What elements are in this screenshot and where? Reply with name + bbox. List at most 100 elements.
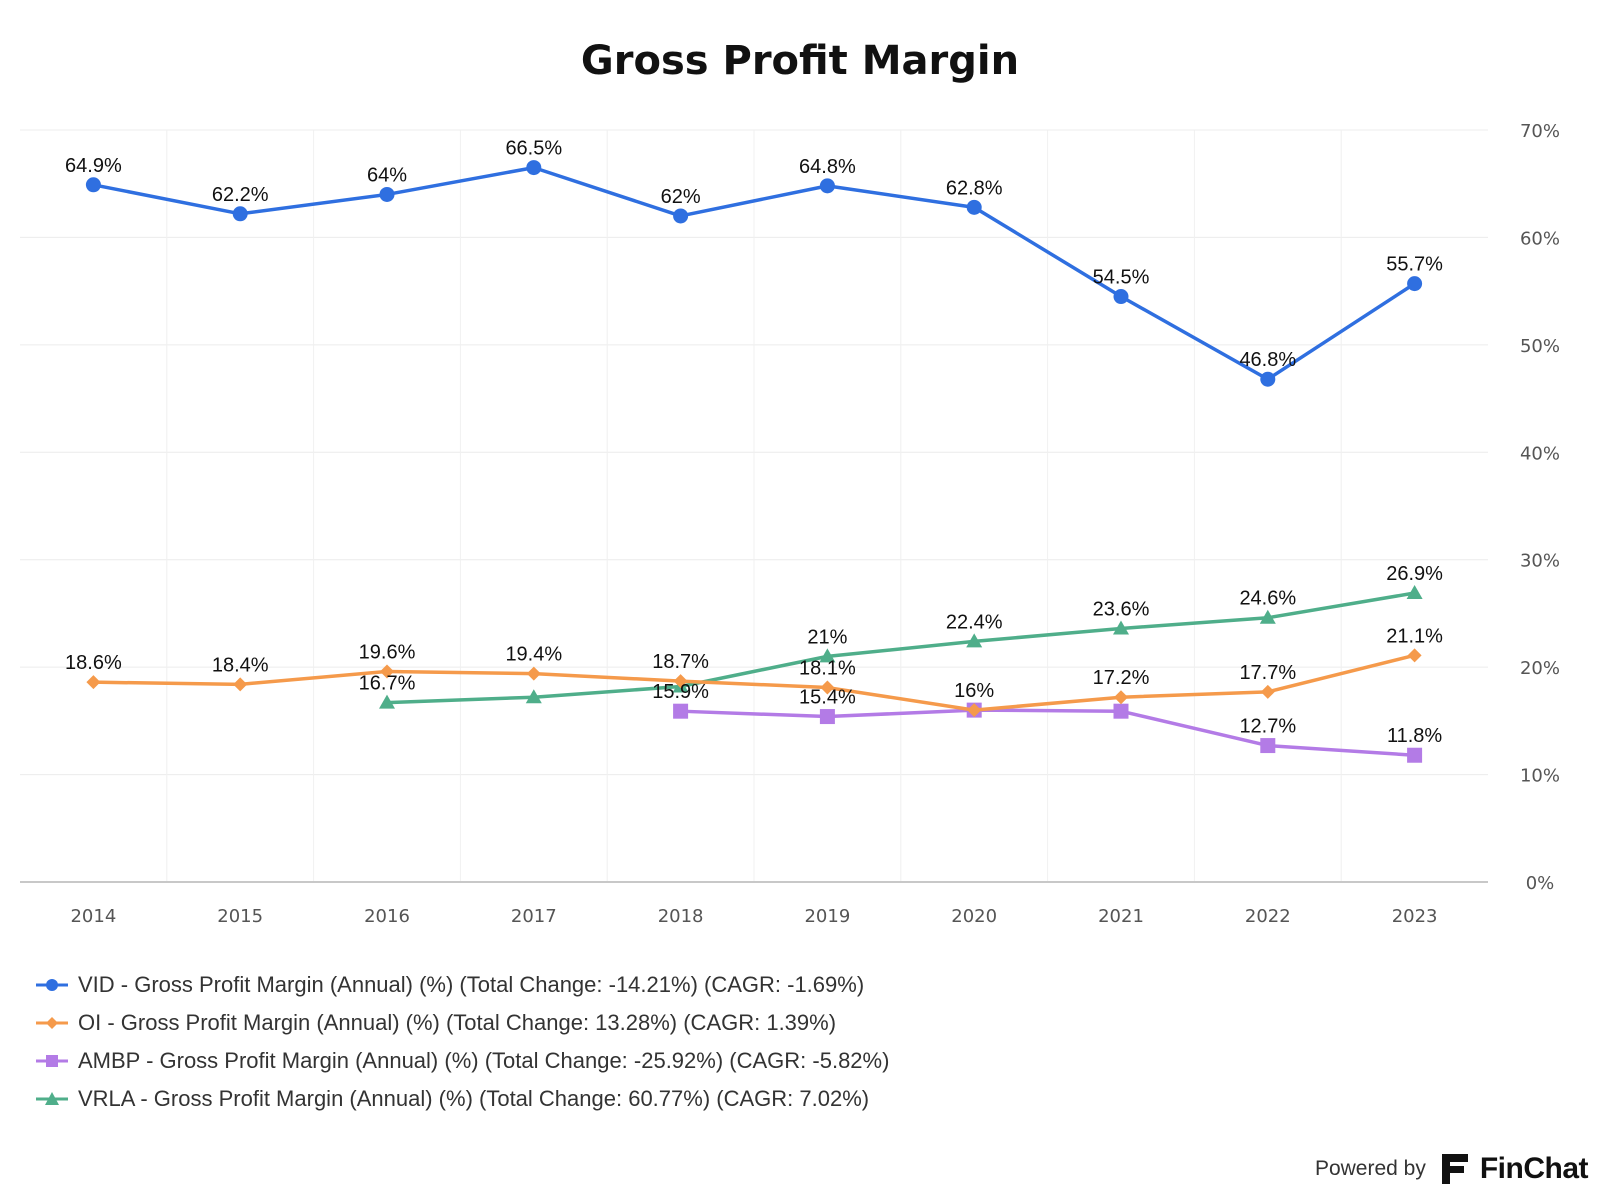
data-point[interactable] [819, 178, 835, 194]
data-label: 16.7% [359, 673, 416, 695]
legend-item-vid[interactable]: VID - Gross Profit Margin (Annual) (%) (… [36, 966, 889, 1004]
data-label: 21% [807, 626, 847, 648]
data-point[interactable] [673, 208, 689, 224]
legend-marker-diamond [36, 1017, 68, 1029]
data-label: 18.1% [799, 658, 856, 680]
data-point[interactable] [526, 666, 541, 681]
data-point[interactable] [379, 694, 395, 709]
x-tick-label: 2020 [951, 906, 997, 927]
y-tick-label: 30% [1520, 551, 1560, 572]
data-label: 64% [367, 164, 407, 186]
data-point[interactable] [85, 177, 101, 193]
legend-marker-triangle [36, 1092, 68, 1105]
data-label: 11.8% [1387, 725, 1442, 747]
finchat-logo-icon [1441, 1154, 1468, 1184]
legend-item-ambp[interactable]: AMBP - Gross Profit Margin (Annual) (%) … [36, 1042, 889, 1080]
data-label: 26.9% [1386, 563, 1443, 585]
data-point[interactable] [673, 674, 688, 689]
data-label: 15.4% [799, 687, 856, 709]
data-label: 18.7% [652, 651, 709, 673]
data-point[interactable] [967, 703, 982, 718]
data-label: 46.8% [1239, 349, 1296, 371]
data-label: 16% [954, 680, 994, 702]
chart-title: Gross Profit Margin [580, 38, 1020, 84]
y-tick-label: 20% [1520, 658, 1560, 679]
data-point[interactable] [1406, 585, 1423, 600]
legend-label: AMBP - Gross Profit Margin (Annual) (%) … [78, 1048, 890, 1073]
data-label: 22.4% [946, 611, 1003, 633]
x-tick-label: 2021 [1098, 906, 1144, 927]
data-point[interactable] [1260, 738, 1276, 754]
data-label: 17.2% [1093, 667, 1150, 689]
data-label: 66.5% [505, 138, 562, 160]
data-point[interactable] [966, 199, 982, 215]
data-point[interactable] [966, 633, 983, 648]
series-line [386, 591, 1415, 705]
legend-label: VID - Gross Profit Margin (Annual) (%) (… [78, 972, 865, 997]
series [85, 160, 1423, 763]
data-point[interactable] [1114, 690, 1128, 705]
x-tick-label: 2019 [804, 906, 850, 927]
y-tick-label: 40% [1520, 443, 1560, 464]
data-point[interactable] [86, 675, 101, 690]
data-label: 62.8% [946, 177, 1003, 199]
data-point[interactable] [1407, 747, 1423, 763]
x-tick-label: 2017 [511, 906, 557, 927]
y-tick-label: 0% [1526, 873, 1555, 894]
data-label: 64.8% [799, 156, 856, 178]
data-point[interactable] [1113, 289, 1129, 305]
legend: VID - Gross Profit Margin (Annual) (%) (… [36, 966, 889, 1118]
data-point[interactable] [1260, 371, 1276, 387]
data-point[interactable] [1407, 648, 1422, 663]
x-tick-label: 2022 [1245, 906, 1291, 927]
finchat-brand[interactable]: FinChat [1479, 1152, 1589, 1185]
data-point[interactable] [233, 677, 248, 692]
y-tick-label: 70% [1520, 121, 1560, 142]
data-point[interactable] [1259, 609, 1276, 624]
data-point[interactable] [232, 206, 248, 222]
legend-label: OI - Gross Profit Margin (Annual) (%) (T… [78, 1010, 837, 1035]
powered-by-text: Powered by [1314, 1157, 1426, 1180]
data-point[interactable] [819, 709, 835, 725]
series-line [93, 653, 1416, 712]
data-point[interactable] [819, 648, 836, 663]
grid [20, 129, 1488, 882]
y-tick-label: 50% [1520, 336, 1560, 357]
data-label: 62.2% [212, 184, 269, 206]
legend-marker-square [36, 1055, 68, 1067]
data-point[interactable] [1407, 276, 1423, 292]
y-tick-label: 60% [1520, 228, 1560, 249]
series-line [93, 165, 1416, 381]
data-label: 54.5% [1093, 267, 1150, 289]
data-label: 21.1% [1386, 625, 1443, 647]
data-label: 18.4% [212, 654, 269, 676]
y-tick-label: 10% [1520, 766, 1560, 787]
data-point[interactable] [1260, 684, 1275, 699]
legend-marker-circle [36, 979, 68, 991]
data-label: 17.7% [1239, 662, 1296, 684]
data-point[interactable] [380, 664, 394, 679]
data-label: 23.6% [1093, 598, 1150, 620]
data-label: 62% [661, 186, 701, 208]
data-point[interactable] [526, 160, 542, 176]
data-point[interactable] [379, 186, 395, 202]
data-label: 55.7% [1386, 254, 1443, 276]
data-point[interactable] [820, 680, 835, 695]
x-tick-label: 2014 [70, 906, 116, 927]
data-point[interactable] [673, 703, 689, 719]
data-point[interactable] [1113, 620, 1129, 635]
data-point[interactable] [1113, 703, 1129, 719]
data-point[interactable] [525, 689, 542, 704]
series-line [680, 708, 1415, 757]
x-tick-label: 2023 [1392, 906, 1438, 927]
data-label: 24.6% [1239, 588, 1296, 610]
x-tick-label: 2016 [364, 906, 410, 927]
legend-label: VRLA - Gross Profit Margin (Annual) (%) … [78, 1086, 870, 1111]
legend-item-oi[interactable]: OI - Gross Profit Margin (Annual) (%) (T… [36, 1004, 889, 1042]
axes: 0% 10% 20% 30% 40% 50% 60% 70% 2014 2015 2016 2017 2… [20, 121, 1560, 927]
data-label: 64.9% [65, 155, 122, 177]
data-label: 19.4% [505, 644, 562, 666]
data-label: 18.6% [65, 652, 122, 674]
legend-item-vrla[interactable]: VRLA - Gross Profit Margin (Annual) (%) … [36, 1080, 889, 1118]
